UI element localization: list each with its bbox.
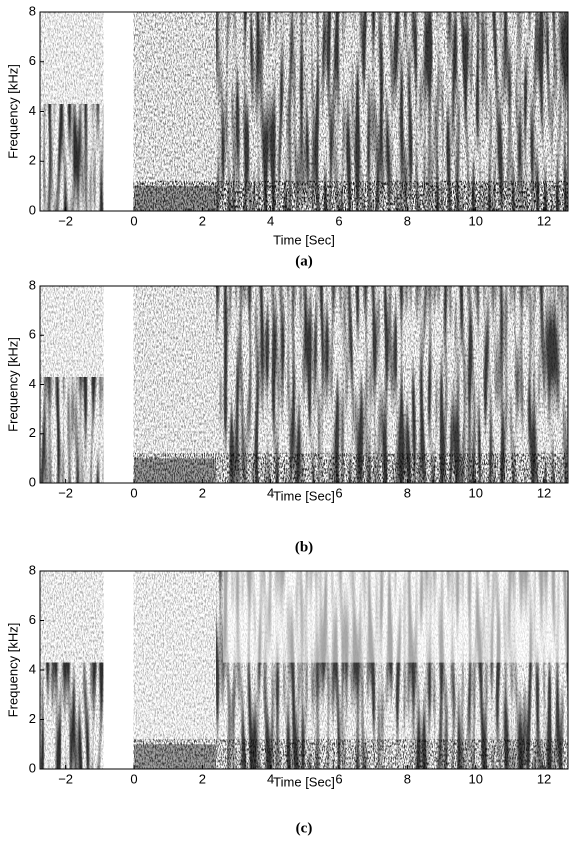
panel-caption: (c): [296, 820, 313, 836]
y-tick-label: 6: [29, 53, 36, 68]
x-tick-label: −2: [58, 213, 73, 228]
texture: [216, 286, 568, 483]
y-tick-label: 0: [29, 760, 36, 775]
x-tick-label: 0: [130, 771, 137, 786]
x-tick-label: 2: [199, 485, 206, 500]
x-tick-label: −2: [58, 485, 73, 500]
texture: [133, 739, 568, 769]
spectrogram-panel: −2 0 2 4 6 8 10 12 0 2 4 6 8 Time [Sec] Frequency [kHz…: [5, 3, 569, 269]
texture: [40, 377, 104, 483]
x-tick-label: −2: [58, 771, 73, 786]
x-tick-label: 8: [404, 485, 411, 500]
texture: [133, 181, 568, 211]
x-tick-label: 4: [267, 771, 274, 786]
x-axis-label: Time [Sec]: [273, 232, 335, 247]
y-axis-label: Frequency [kHz]: [5, 337, 20, 432]
y-tick-label: 2: [29, 153, 36, 168]
texture: [40, 104, 104, 211]
y-tick-label: 8: [29, 562, 36, 577]
y-tick-label: 4: [29, 103, 36, 118]
y-tick-label: 4: [29, 376, 36, 391]
spectrogram-panel: −2 0 2 4 6 8 10 12 0 2 4 6 8 Time [Sec] Frequency [kHz…: [5, 562, 569, 836]
y-tick-label: 8: [29, 277, 36, 292]
x-tick-label: 0: [130, 485, 137, 500]
y-tick-label: 8: [29, 3, 36, 18]
y-tick-label: 0: [29, 474, 36, 489]
x-tick-label: 10: [468, 485, 482, 500]
spectrogram-texture: [40, 12, 568, 211]
texture: [40, 662, 104, 769]
x-tick-label: 10: [468, 213, 482, 228]
texture: [133, 453, 568, 483]
x-tick-label: 12: [537, 485, 551, 500]
x-tick-label: 12: [537, 771, 551, 786]
spectrogram-panel: −2 0 2 4 6 8 10 12 0 2 4 6 8 Time [Sec] Frequency [kHz…: [5, 277, 569, 555]
x-tick-label: 10: [468, 771, 482, 786]
x-tick-label: 6: [335, 771, 342, 786]
x-tick-label: 2: [199, 771, 206, 786]
x-axis-label: Time [Sec]: [273, 488, 335, 503]
x-tick-label: 6: [335, 213, 342, 228]
white-region: [222, 571, 568, 663]
y-tick-label: 6: [29, 327, 36, 342]
panel-caption: (b): [295, 539, 313, 555]
x-tick-label: 12: [537, 213, 551, 228]
x-tick-label: 2: [199, 213, 206, 228]
x-tick-label: 4: [267, 485, 274, 500]
texture: [216, 12, 568, 211]
spectrogram-texture: [40, 571, 568, 769]
texture: [133, 186, 216, 211]
x-tick-label: 0: [130, 213, 137, 228]
panel-caption: (a): [295, 253, 313, 269]
y-tick-label: 0: [29, 202, 36, 217]
y-tick-label: 2: [29, 711, 36, 726]
x-tick-label: 4: [267, 213, 274, 228]
texture: [133, 458, 216, 483]
x-tick-label: 6: [335, 485, 342, 500]
y-tick-label: 4: [29, 661, 36, 676]
y-tick-label: 2: [29, 425, 36, 440]
spectrogram-texture: [40, 286, 568, 483]
x-axis-label: Time [Sec]: [273, 774, 335, 789]
y-axis-label: Frequency [kHz]: [5, 623, 20, 718]
y-tick-label: 6: [29, 612, 36, 627]
x-tick-label: 8: [404, 213, 411, 228]
y-axis-label: Frequency [kHz]: [5, 64, 20, 159]
x-tick-label: 8: [404, 771, 411, 786]
texture: [133, 744, 216, 769]
